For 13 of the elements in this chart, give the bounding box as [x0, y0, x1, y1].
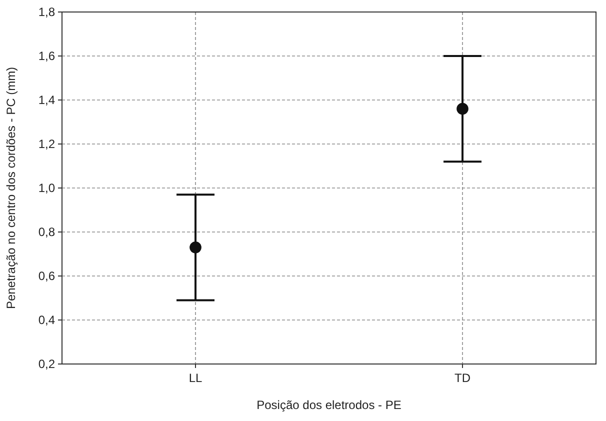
x-axis-title: Posição dos eletrodos - PE: [256, 398, 402, 412]
y-tick-label: 1,6: [38, 49, 56, 64]
y-tick-label: 1,0: [38, 181, 56, 196]
y-tick-label: 1,4: [38, 93, 56, 108]
y-tick-label: 1,8: [38, 5, 56, 20]
x-tick-label: LL: [188, 371, 202, 385]
y-tick-label: 0,4: [38, 313, 56, 328]
y-tick-label: 0,6: [38, 269, 56, 284]
y-axis-title: Penetração no centro dos cordões - PC (mm): [4, 66, 18, 310]
y-tick-label: 0,8: [38, 225, 56, 240]
y-tick-label: 1,2: [38, 137, 56, 152]
x-tick-label: TD: [454, 371, 471, 385]
y-tick-label: 0,2: [38, 357, 56, 372]
